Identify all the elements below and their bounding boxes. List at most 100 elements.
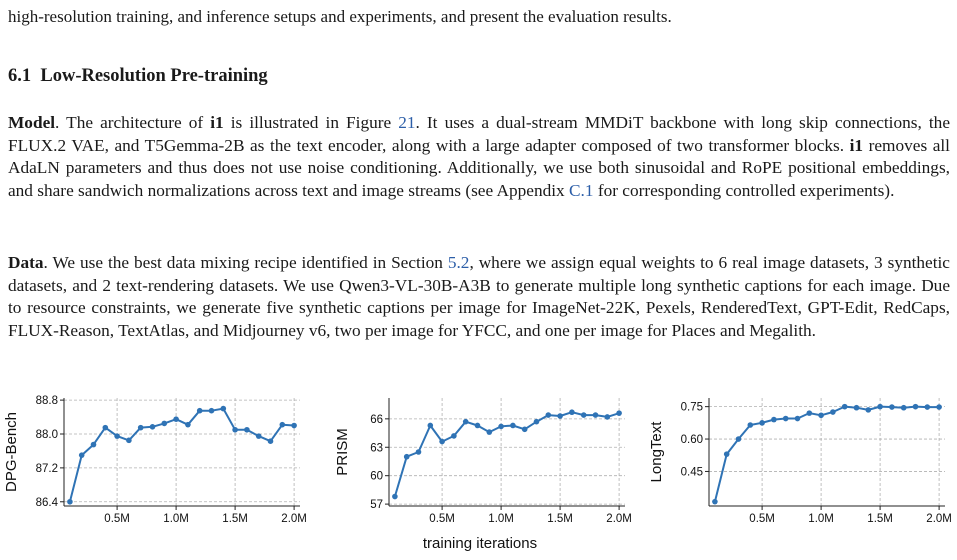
data-point [78,452,85,458]
data-point [486,429,493,435]
series-line [68,407,295,503]
data-point [255,433,262,439]
data-point [865,407,872,413]
data-point [451,433,457,439]
dpg-bench-chart-svg: 86.4 87.2 88.0 88.8 0.5M 1.0M 1.5M 2.0M DPG-Benc… [3,395,307,525]
x-tick-label: 1.5M [222,513,248,525]
data-point [102,424,109,431]
data-paragraph-lead: Data [8,253,44,272]
data-point [244,426,250,433]
data-point [403,453,410,460]
x-tick-label: 1.5M [867,513,893,525]
x-tick-label: 0.5M [749,513,775,525]
model-paragraph: Model. The architecture of i1 is illustr… [8,112,950,202]
section-ref-link[interactable]: 5.2 [447,253,470,272]
data-point [782,415,789,422]
model-text-5: for corresponding controlled experiments… [593,180,895,200]
data-point [759,420,765,426]
data-point [291,422,297,429]
x-tick-label: 0.5M [429,513,455,525]
data-point [830,409,836,415]
model-text-4: removes all AdaLN parameters and thus do… [8,135,950,200]
data-point [533,418,540,425]
y-tick-label: 0.45 [681,466,703,478]
figure-ref-link[interactable]: 21 [398,113,416,132]
data-point [439,438,445,445]
data-point [841,403,848,410]
data-point [712,498,718,505]
data-point [604,414,611,420]
data-point [616,410,622,416]
y-tick-label: 57 [370,499,383,511]
data-point [498,423,504,430]
y-tick-label: 66 [370,414,383,426]
y-axis-label: LongText [648,421,665,483]
model-text-1: . The architecture of [55,113,211,132]
data-point [771,416,777,423]
data-point [580,412,587,418]
prism-chart: 57 60 63 66 0.5M 1.0M 1.5M 2.0M PRISM [325,392,635,532]
longtext-chart: 0.45 0.60 0.75 0.5M 1.0M 1.5M 2.0M LongText [645,392,955,532]
model-name-bold-1: i1 [210,113,224,132]
model-text-2: is illustrated in Figure [223,113,399,132]
data-point [267,438,274,444]
data-point [936,404,942,410]
data-point [806,410,813,416]
data-point [521,426,528,433]
data-point [279,421,286,428]
data-point [462,418,469,425]
data-point [392,493,398,500]
data-point [126,437,132,444]
data-paragraph: Data. We use the best data mixing recipe… [8,252,950,342]
data-point [67,498,73,505]
x-tick-label: 1.0M [163,513,189,525]
intro-line: high-resolution training, and inference … [8,7,672,26]
data-point [185,421,191,428]
data-text-2: , where we assign equal weights to 6 rea… [8,253,950,340]
longtext-chart-svg: 0.45 0.60 0.75 0.5M 1.0M 1.5M 2.0M LongText [648,398,952,525]
data-point [114,433,120,439]
x-tick-label: 1.5M [547,513,573,525]
y-tick-label: 0.60 [681,434,703,446]
data-point [415,449,422,455]
y-tick-label: 88.0 [36,429,58,441]
section-title: Low-Resolution Pre-training [40,66,268,86]
data-point [545,412,552,418]
y-axis-label: PRISM [334,428,351,476]
data-point [90,441,97,448]
y-axis-label: DPG-Bench [3,412,20,492]
y-tick-label: 88.8 [36,395,58,407]
data-point [592,412,599,418]
data-point [427,422,434,429]
data-point [149,424,156,430]
data-point [569,409,575,416]
data-point [794,415,801,422]
y-tick-label: 87.2 [36,463,58,475]
data-point [877,403,883,410]
model-text-3: . It uses a dual-stream MMDiT backbone w… [8,113,950,155]
appendix-ref-link[interactable]: C.1 [569,180,594,200]
x-tick-label: 2.0M [606,513,632,525]
data-point [161,420,168,427]
data-point [889,404,895,410]
data-point [137,424,144,431]
data-point [900,404,907,411]
data-point [818,412,824,419]
model-paragraph-lead: Model [8,113,56,132]
data-point [853,404,860,411]
model-name-bold-2: i1 [849,135,864,155]
data-point [747,422,754,428]
data-point [196,407,203,414]
y-tick-label: 63 [370,442,383,454]
data-point [208,407,215,414]
section-number: 6.1 [8,66,32,86]
data-point [912,403,919,410]
data-point [557,413,563,419]
shared-x-axis-label: training iterations [422,535,538,552]
y-tick-label: 60 [370,471,383,483]
y-tick-label: 86.4 [36,497,59,509]
data-point [232,426,238,433]
x-tick-label: 1.0M [488,513,514,525]
data-point [510,422,516,429]
